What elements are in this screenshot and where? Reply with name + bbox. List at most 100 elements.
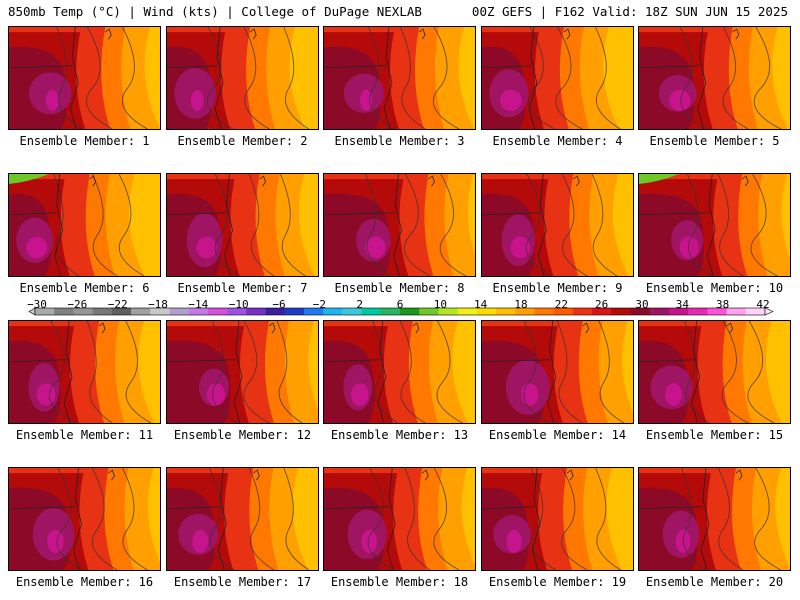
colorbar-swatch	[207, 308, 228, 315]
colorbar-swatch	[246, 308, 266, 315]
colorbar-swatch	[111, 308, 132, 315]
ensemble-member-label: Ensemble Member: 6	[19, 281, 150, 295]
colorbar-swatch	[572, 308, 593, 315]
colorbar-swatch	[438, 308, 458, 315]
colorbar-tick-label: 42	[756, 298, 770, 311]
colorbar-tick-label: 14	[474, 298, 488, 311]
colorbar-swatch	[169, 308, 189, 315]
colorbar-tick-label: −22	[107, 298, 128, 311]
map-panel-member-2	[166, 26, 319, 130]
ensemble-member-label: Ensemble Member: 14	[488, 428, 627, 442]
colorbar-swatch	[361, 308, 382, 315]
ensemble-member-label: Ensemble Member: 13	[330, 428, 469, 442]
map-panel-member-19	[481, 467, 634, 571]
ensemble-member-label: Ensemble Member: 16	[15, 575, 154, 589]
colorbar-tick-label: 22	[554, 298, 568, 311]
colorbar-tick-label: −6	[272, 298, 286, 311]
map-panel-member-20	[638, 467, 791, 571]
temperature-colorbar	[28, 307, 774, 316]
colorbar-swatch	[611, 308, 631, 315]
map-panel-member-13	[323, 320, 476, 424]
colorbar-swatch	[496, 308, 516, 315]
colorbar-swatch	[668, 308, 689, 315]
colorbar-tick-label: −18	[148, 298, 168, 311]
colorbar-swatch	[688, 308, 708, 315]
colorbar-tick-label: 18	[514, 298, 528, 311]
colorbar-swatch	[342, 308, 362, 315]
colorbar-swatch	[534, 308, 554, 315]
map-panel-member-10	[638, 173, 791, 277]
map-panel-member-4	[481, 26, 634, 130]
colorbar-tick-label: 6	[396, 298, 404, 311]
ensemble-member-label: Ensemble Member: 9	[492, 281, 623, 295]
colorbar-tick-label: 30	[635, 298, 649, 311]
ensemble-member-label: Ensemble Member: 1	[19, 134, 150, 148]
map-panel-member-1	[8, 26, 161, 130]
map-panel-member-3	[323, 26, 476, 130]
ensemble-member-label: Ensemble Member: 11	[15, 428, 154, 442]
ensemble-member-label: Ensemble Member: 20	[645, 575, 784, 589]
ensemble-member-label: Ensemble Member: 10	[645, 281, 784, 295]
map-panel-member-17	[166, 467, 319, 571]
colorbar-swatch	[745, 308, 766, 315]
colorbar-swatch	[419, 308, 439, 315]
colorbar-tick-label: −30	[27, 298, 47, 311]
colorbar-tick-label: −10	[228, 298, 249, 311]
map-panel-member-7	[166, 173, 319, 277]
colorbar-swatch	[131, 308, 151, 315]
colorbar-tick-label: −14	[188, 298, 209, 311]
ensemble-member-label: Ensemble Member: 4	[492, 134, 623, 148]
ensemble-member-label: Ensemble Member: 7	[177, 281, 308, 295]
colorbar-swatch	[515, 308, 535, 315]
colorbar-swatch	[726, 308, 747, 315]
ensemble-member-label: Ensemble Member: 17	[173, 575, 312, 589]
colorbar-swatch	[707, 308, 727, 315]
colorbar-swatch	[553, 308, 574, 315]
colorbar-tick-label: 38	[716, 298, 730, 311]
colorbar-swatch	[54, 308, 74, 315]
colorbar-swatch	[323, 308, 343, 315]
colorbar-swatch	[649, 308, 670, 315]
ensemble-member-label: Ensemble Member: 15	[645, 428, 784, 442]
map-title: 850mb Temp (°C) | Wind (kts) | College o…	[8, 4, 422, 19]
ensemble-member-label: Ensemble Member: 3	[334, 134, 465, 148]
map-panel-member-15	[638, 320, 791, 424]
ensemble-member-label: Ensemble Member: 2	[177, 134, 308, 148]
map-panel-member-12	[166, 320, 319, 424]
map-panel-member-16	[8, 467, 161, 571]
colorbar-swatch	[265, 308, 286, 315]
colorbar-tick-label: −26	[67, 298, 88, 311]
colorbar-tick-label: −2	[312, 298, 326, 311]
valid-time-label: 00Z GEFS | F162 Valid: 18Z SUN JUN 15 20…	[471, 4, 788, 19]
colorbar-swatch	[73, 308, 93, 315]
colorbar-swatch	[400, 308, 420, 315]
colorbar-swatch	[630, 308, 651, 315]
colorbar-tick-label: 26	[595, 298, 609, 311]
colorbar-swatch	[92, 308, 113, 315]
map-panel-member-14	[481, 320, 634, 424]
colorbar-swatch	[592, 308, 612, 315]
colorbar-swatch	[457, 308, 478, 315]
ensemble-member-label: Ensemble Member: 18	[330, 575, 469, 589]
colorbar-swatch	[35, 308, 55, 315]
map-panel-member-5	[638, 26, 791, 130]
map-panel-member-9	[481, 173, 634, 277]
map-panel-member-18	[323, 467, 476, 571]
colorbar-swatch	[380, 308, 401, 315]
map-panel-member-6	[8, 173, 161, 277]
colorbar-swatch	[284, 308, 305, 315]
ensemble-member-label: Ensemble Member: 12	[173, 428, 312, 442]
ensemble-member-label: Ensemble Member: 19	[488, 575, 627, 589]
ensemble-member-label: Ensemble Member: 8	[334, 281, 465, 295]
colorbar-tick-label: 10	[433, 298, 447, 311]
colorbar-swatch	[303, 308, 324, 315]
map-panel-member-11	[8, 320, 161, 424]
map-panel-member-8	[323, 173, 476, 277]
colorbar-swatch	[227, 308, 247, 315]
ensemble-member-label: Ensemble Member: 5	[649, 134, 780, 148]
colorbar-right-arrow	[764, 307, 774, 316]
colorbar-tick-label: 2	[356, 298, 363, 311]
colorbar-tick-label: 34	[675, 298, 689, 311]
colorbar-swatch	[150, 308, 170, 315]
colorbar-swatch	[188, 308, 209, 315]
